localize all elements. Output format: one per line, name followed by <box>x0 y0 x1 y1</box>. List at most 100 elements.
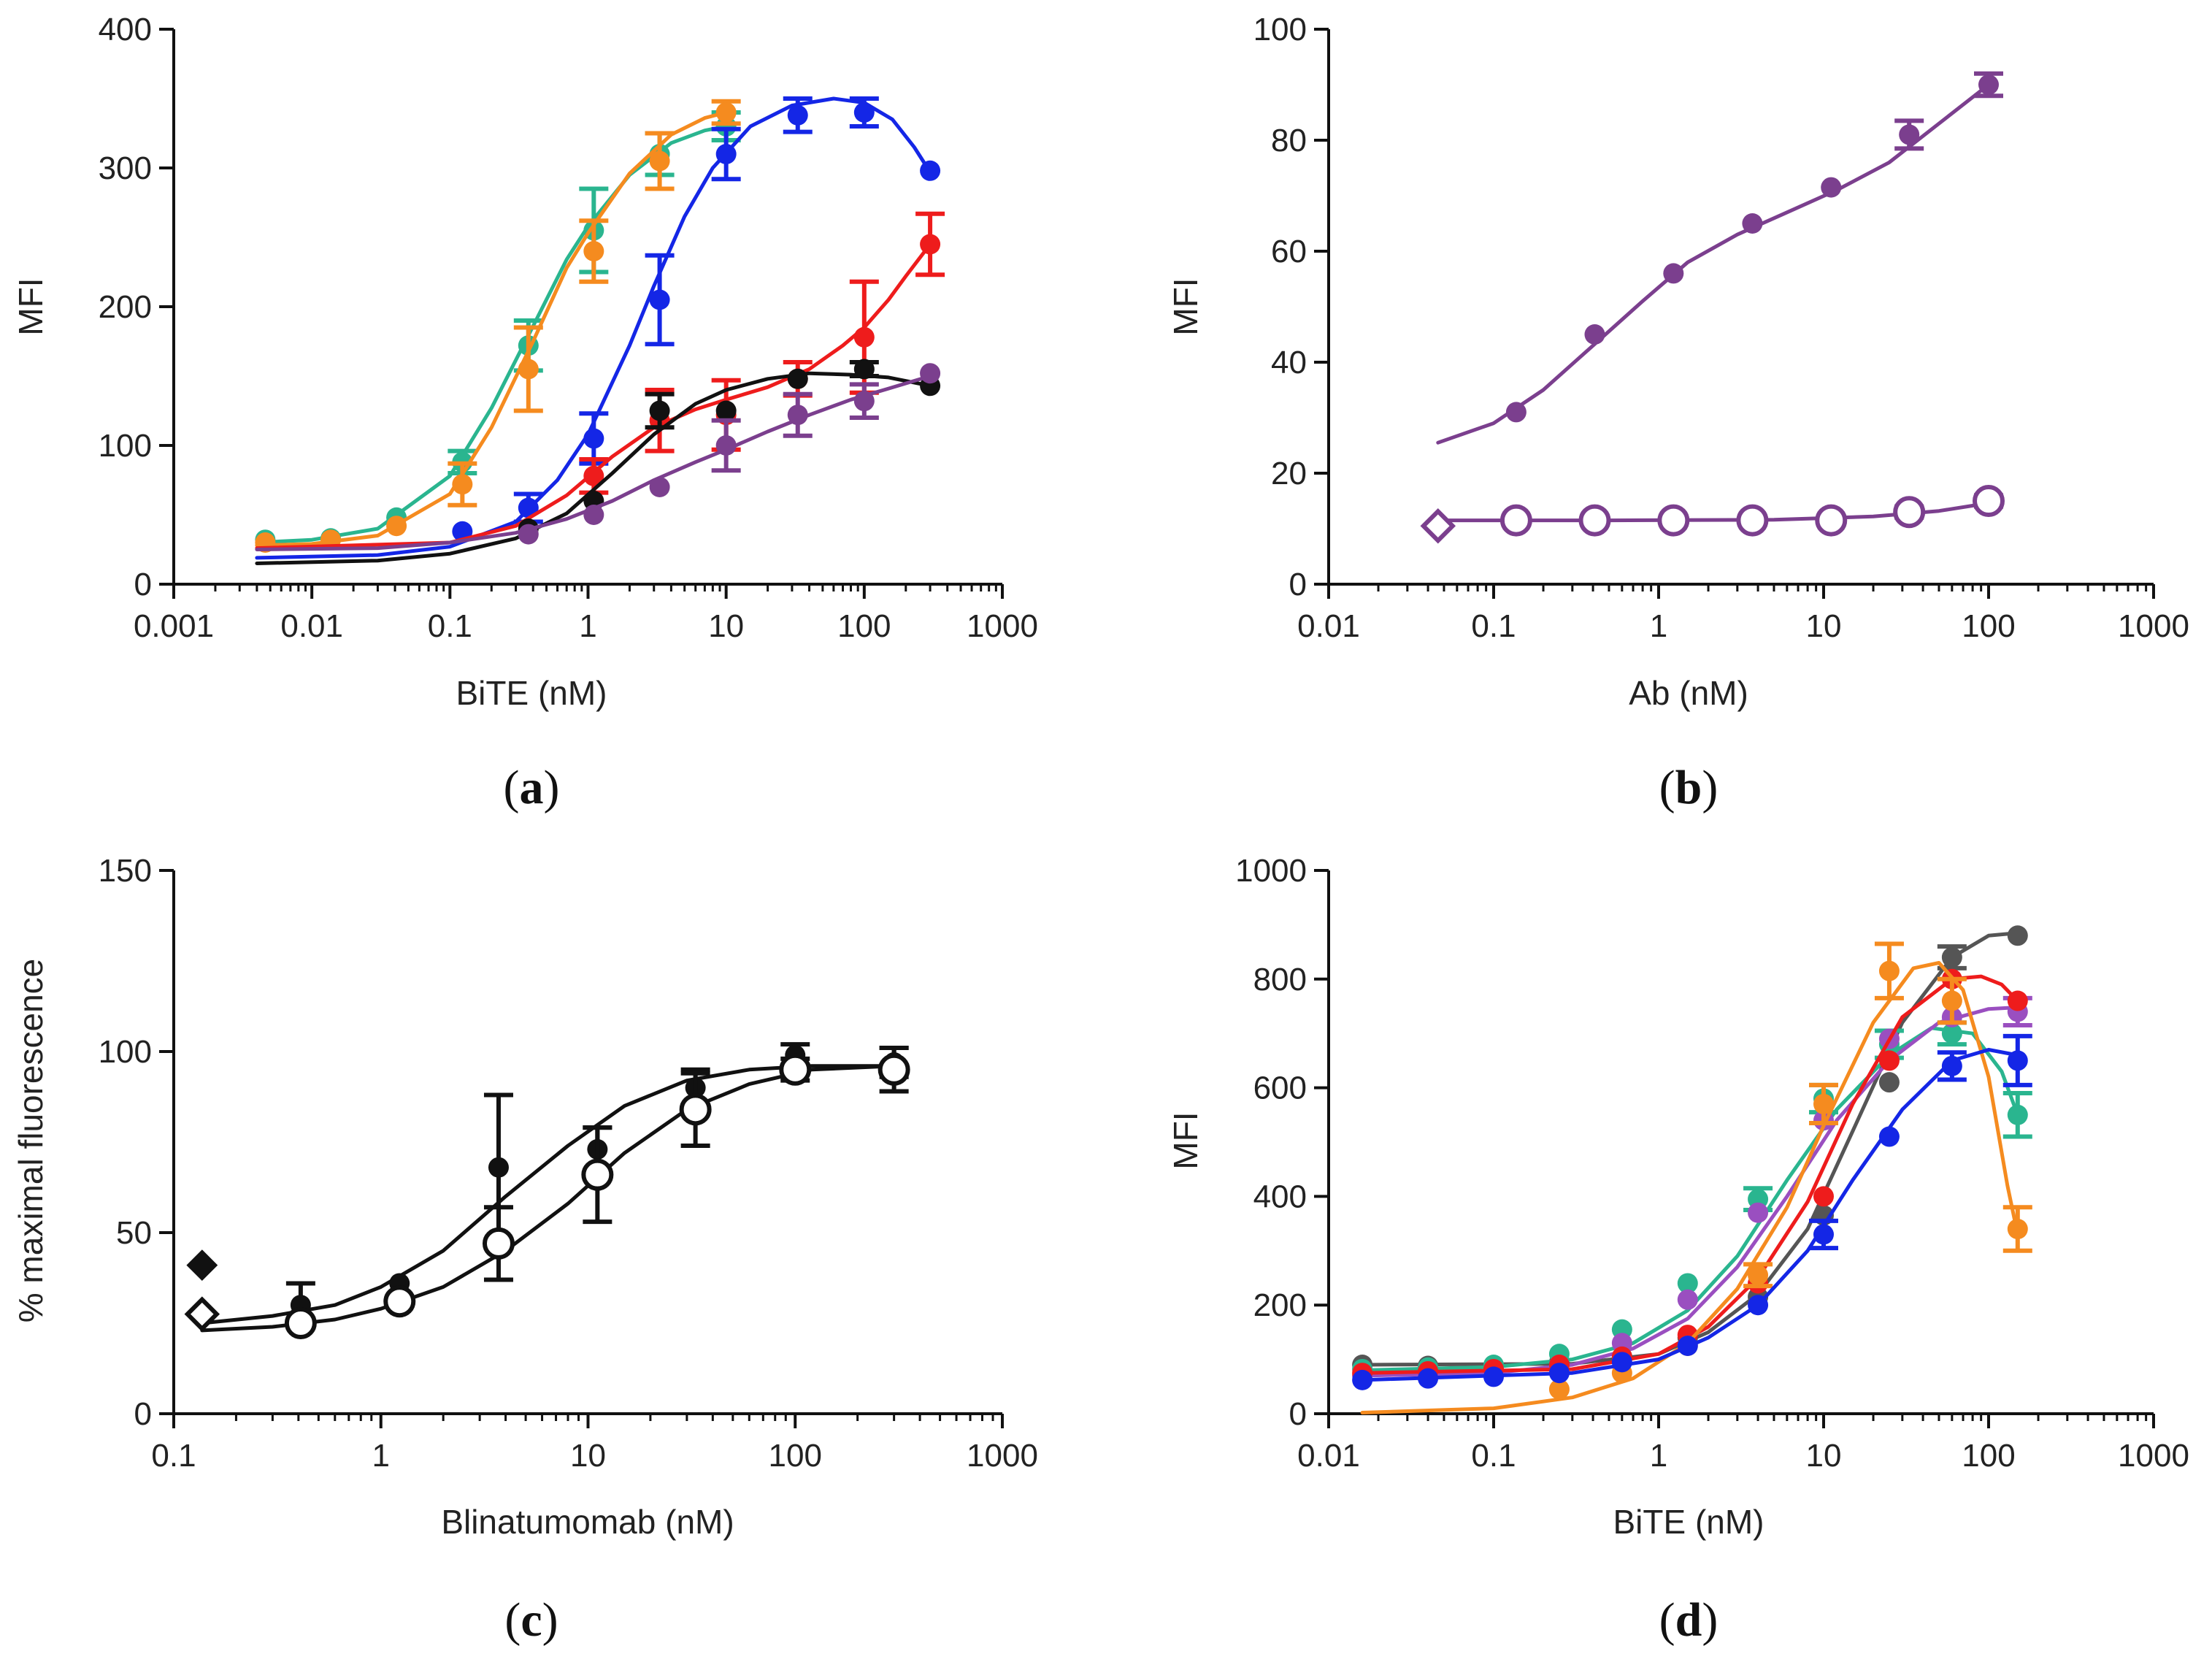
fit-curve-teal <box>255 124 729 545</box>
data-point <box>853 326 875 348</box>
chart-panel-c: 0.1 1 10 100 1000 0 50 100 150 Blinatumomab (nM)%… <box>12 853 1038 1647</box>
data-point <box>1941 1055 1962 1076</box>
panel-label-close: ) <box>1702 761 1718 814</box>
x-axis-title: BiTE (nM) <box>456 674 607 712</box>
data-point-open <box>1736 504 1769 537</box>
panel-label-close: ) <box>542 1593 558 1647</box>
data-point <box>853 391 875 412</box>
y-tick-label: 60 <box>1271 234 1307 269</box>
data-point <box>1878 1050 1900 1071</box>
data-point <box>649 289 670 310</box>
fit-curve-teal <box>1360 1026 2020 1372</box>
y-tick-label: 100 <box>99 428 152 464</box>
data-point <box>920 160 941 181</box>
panel-label-letter: d <box>1675 1593 1702 1647</box>
data-point <box>715 102 737 123</box>
data-point-open <box>877 1053 910 1086</box>
series-black-open-diamond <box>184 1296 220 1332</box>
series-blue <box>1352 1033 2032 1390</box>
data-point <box>2007 1050 2028 1071</box>
data-point <box>1748 1265 1769 1286</box>
panel-label: (a) <box>504 761 560 814</box>
x-axis-title: Blinatumomab (nM) <box>441 1503 734 1541</box>
data-point <box>853 359 875 380</box>
data-point-open <box>1657 504 1690 537</box>
data-point <box>787 405 808 426</box>
x-tick-label: 100 <box>1962 1438 2015 1474</box>
series-purple <box>255 363 941 551</box>
series-orange <box>1360 941 2032 1414</box>
data-point <box>787 104 808 126</box>
x-tick-label: 1000 <box>2118 1438 2189 1474</box>
data-point <box>488 1157 509 1178</box>
data-point <box>1813 1093 1834 1114</box>
data-point <box>1505 402 1526 423</box>
data-point <box>583 428 604 449</box>
data-point <box>1978 74 1999 95</box>
data-point <box>583 241 604 261</box>
x-tick-label: 0.001 <box>134 608 214 644</box>
data-point <box>583 465 604 486</box>
y-axis-title: MFI <box>12 277 50 335</box>
series-orange <box>255 99 741 553</box>
x-tick-label: 0.1 <box>151 1438 196 1474</box>
data-point-open-diamond <box>1420 508 1456 544</box>
data-point-open <box>1499 504 1532 537</box>
y-tick-label: 20 <box>1271 456 1307 491</box>
data-point <box>1941 1023 1962 1044</box>
data-point <box>1899 124 1920 145</box>
panel-label: (b) <box>1659 761 1718 814</box>
chart-panel-b: 0.01 0.1 1 10 100 1000 0 20 40 60 80 100 Ab (nM) MFI (… <box>1167 12 2189 814</box>
x-tick-label: 10 <box>570 1438 606 1474</box>
fit-curve-orange <box>1360 961 2020 1414</box>
x-tick-label: 1000 <box>967 608 1038 644</box>
panel-label-open: ( <box>504 1593 521 1647</box>
data-point <box>787 368 808 389</box>
series-blue <box>255 96 941 560</box>
series-black-filled-diamond <box>186 1249 218 1282</box>
data-point <box>1483 1366 1504 1387</box>
x-tick-label: 10 <box>1806 1438 1842 1474</box>
data-point-open <box>779 1053 812 1086</box>
data-point <box>1677 1273 1698 1294</box>
y-axis-title: MFI <box>1167 1111 1205 1169</box>
y-tick-label: 1000 <box>1235 853 1307 889</box>
fit-curve-black-filled <box>200 1064 896 1325</box>
data-point <box>1548 1379 1570 1400</box>
fit-curve-purple-filled <box>1436 83 1991 445</box>
x-tick-label: 0.1 <box>1471 608 1516 644</box>
data-point-open <box>679 1093 712 1126</box>
y-tick-label: 800 <box>1253 962 1307 997</box>
y-tick-label: 400 <box>99 12 152 47</box>
series-purple-open <box>1436 485 2005 537</box>
data-point <box>1611 1352 1632 1373</box>
panel-label-open: ( <box>504 761 520 814</box>
x-tick-label: 1000 <box>967 1438 1038 1474</box>
y-axis-title: % maximal fluorescence <box>12 959 50 1323</box>
panel-label: (c) <box>504 1593 558 1647</box>
data-point <box>1748 1295 1769 1316</box>
y-tick-label: 40 <box>1271 345 1307 380</box>
data-point <box>1677 1336 1698 1356</box>
panel-label-letter: c <box>521 1593 542 1647</box>
data-point-open <box>1973 485 2005 517</box>
data-point <box>649 150 670 172</box>
x-tick-label: 0.01 <box>280 608 343 644</box>
fit-curve-black-open <box>200 1064 896 1333</box>
data-point <box>1352 1369 1373 1390</box>
fit-curve-orange <box>255 110 729 548</box>
x-axis-title: BiTE (nM) <box>1613 1503 1764 1541</box>
data-point <box>2007 990 2028 1011</box>
data-point <box>715 400 737 421</box>
y-tick-label: 0 <box>1289 1396 1307 1432</box>
x-tick-label: 1 <box>579 608 596 644</box>
panel-label: (d) <box>1659 1593 1718 1647</box>
data-point-open <box>1893 496 1926 529</box>
data-point <box>518 497 539 518</box>
y-tick-label: 50 <box>116 1215 152 1251</box>
x-tick-label: 1 <box>372 1438 390 1474</box>
y-tick-label: 300 <box>99 150 152 186</box>
x-tick-label: 100 <box>837 608 891 644</box>
data-point <box>920 234 941 255</box>
data-point <box>518 359 539 380</box>
